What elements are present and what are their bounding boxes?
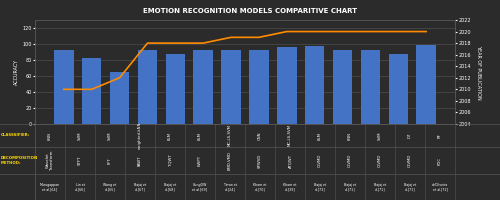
Bar <box>249 50 268 124</box>
Y-axis label: ACCURACY: ACCURACY <box>14 59 20 85</box>
Text: SVM: SVM <box>108 131 112 140</box>
Text: CLASSSIFIER:: CLASSSIFIER: <box>0 134 29 138</box>
Text: FAWT: FAWT <box>138 155 142 166</box>
Text: EMOTION RECOGNITION MODELS COMPARITIVE CHART: EMOTION RECOGNITION MODELS COMPARITIVE C… <box>143 8 357 14</box>
Text: O-VMD: O-VMD <box>348 154 352 167</box>
Text: SVM: SVM <box>78 131 82 140</box>
Text: RF: RF <box>438 133 442 138</box>
Text: weighted-kNN: weighted-kNN <box>138 122 142 149</box>
Bar <box>138 50 157 124</box>
Text: O-VMD: O-VMD <box>378 154 382 167</box>
Text: ATQWT: ATQWT <box>288 153 292 168</box>
Text: Wavelet
Transform: Wavelet Transform <box>46 151 54 170</box>
Text: Wang et
al.[65]: Wang et al.[65] <box>104 183 117 191</box>
Text: kNN: kNN <box>348 132 352 140</box>
Text: FFT: FFT <box>108 157 112 164</box>
Bar <box>82 58 102 124</box>
Text: Bajaj et
al.[71]: Bajaj et al.[71] <box>374 183 386 191</box>
Text: O-VMD: O-VMD <box>408 154 412 167</box>
Text: EMD-VMD: EMD-VMD <box>228 151 232 170</box>
Text: DT: DT <box>408 133 412 138</box>
Text: SPWVD: SPWVD <box>258 153 262 168</box>
Y-axis label: YEAR OF PUBLICATION: YEAR OF PUBLICATION <box>476 45 480 99</box>
Text: GungDW
et al.[69]: GungDW et al.[69] <box>192 183 208 191</box>
Text: CNN: CNN <box>258 131 262 140</box>
Bar <box>388 54 408 124</box>
Text: Bajaj et
al.[68]: Bajaj et al.[68] <box>164 183 176 191</box>
Text: EWPT: EWPT <box>198 155 202 166</box>
Text: ELM: ELM <box>318 132 322 140</box>
Text: Bajaj et
al.[71]: Bajaj et al.[71] <box>344 183 356 191</box>
Text: Lin et
al.[66]: Lin et al.[66] <box>74 183 86 191</box>
Text: ELM: ELM <box>168 132 172 140</box>
Bar <box>166 54 185 124</box>
Bar <box>222 50 241 124</box>
Text: deOliveira
et al.[72]: deOliveira et al.[72] <box>432 183 448 191</box>
Text: Murugappan
et al.[64]: Murugappan et al.[64] <box>40 183 60 191</box>
Text: ELM: ELM <box>198 132 202 140</box>
Bar <box>305 46 324 124</box>
Text: Bajaj et
al.[73]: Bajaj et al.[73] <box>314 183 326 191</box>
Text: MC-LS-SVM: MC-LS-SVM <box>228 124 232 146</box>
Text: Khare et
al.[70]: Khare et al.[70] <box>254 183 267 191</box>
Bar <box>333 50 352 124</box>
Bar <box>360 50 380 124</box>
Bar <box>416 45 436 124</box>
Text: Taran et
al.[24]: Taran et al.[24] <box>224 183 236 191</box>
Bar <box>110 72 130 124</box>
Text: SVM: SVM <box>378 131 382 140</box>
Text: Khare et
al.[39]: Khare et al.[39] <box>284 183 297 191</box>
Text: Bajaj et
al.[67]: Bajaj et al.[67] <box>134 183 146 191</box>
Text: DECOMPOSITION
METHOD:: DECOMPOSITION METHOD: <box>0 156 38 165</box>
Text: MC-LS-SVM: MC-LS-SVM <box>288 124 292 146</box>
Bar <box>54 50 74 124</box>
Text: O-VMD: O-VMD <box>318 154 322 167</box>
Bar <box>277 47 296 124</box>
Text: PDC: PDC <box>438 156 442 165</box>
Text: kNN: kNN <box>48 132 52 140</box>
Bar <box>194 50 213 124</box>
Text: TQWT: TQWT <box>168 155 172 166</box>
Text: STFT: STFT <box>78 156 82 165</box>
Text: Bajaj et
al.[71]: Bajaj et al.[71] <box>404 183 416 191</box>
